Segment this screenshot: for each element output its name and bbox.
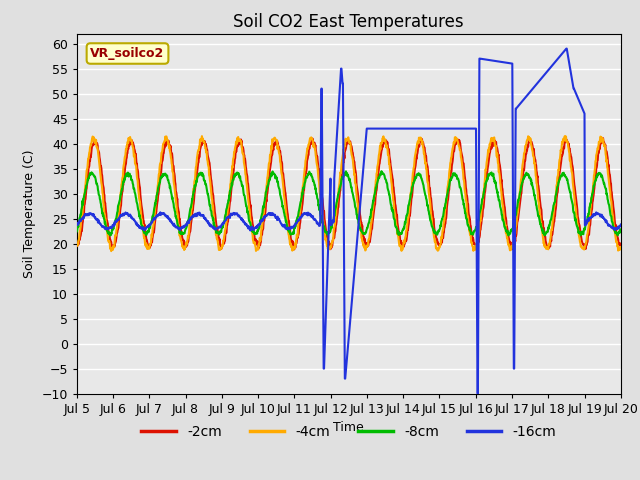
X-axis label: Time: Time [333,421,364,434]
Y-axis label: Soil Temperature (C): Soil Temperature (C) [23,149,36,278]
Title: Soil CO2 East Temperatures: Soil CO2 East Temperatures [234,12,464,31]
Text: VR_soilco2: VR_soilco2 [90,47,164,60]
Legend: -2cm, -4cm, -8cm, -16cm: -2cm, -4cm, -8cm, -16cm [136,419,562,444]
